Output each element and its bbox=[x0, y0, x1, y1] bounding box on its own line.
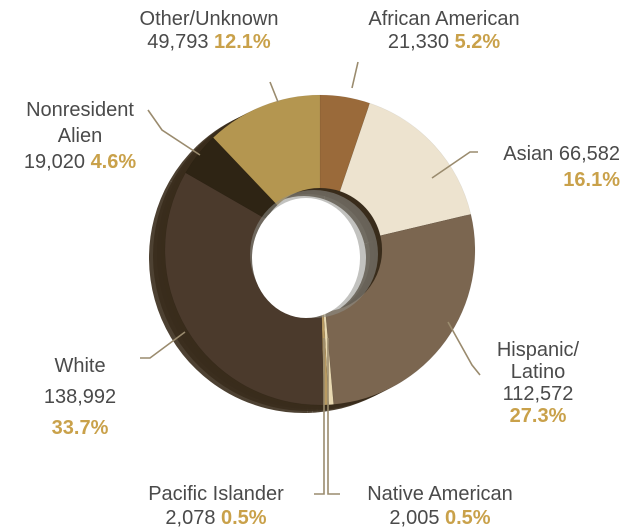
label-text: 2,078 bbox=[165, 507, 221, 529]
label-line: African American bbox=[368, 8, 519, 30]
leader-line bbox=[140, 331, 186, 359]
label-text: 49,793 bbox=[147, 31, 214, 53]
leader-line bbox=[351, 61, 359, 89]
label-line: Alien bbox=[58, 125, 102, 147]
label-text: 138,992 bbox=[44, 386, 116, 408]
label-line: 27.3% bbox=[510, 405, 567, 427]
slice-asian bbox=[339, 102, 472, 237]
donut-hole bbox=[252, 198, 360, 318]
label-line: 49,793 12.1% bbox=[147, 31, 271, 53]
label-text: Other/Unknown bbox=[140, 8, 279, 30]
label-percent: 0.5% bbox=[221, 507, 267, 529]
label-text: African American bbox=[368, 8, 519, 30]
label-text: Alien bbox=[58, 125, 102, 147]
label-asian-66-582: Asian 66,582 16.1% bbox=[503, 143, 620, 191]
label-line: 16.1% bbox=[563, 169, 620, 191]
label-percent: 4.6% bbox=[91, 151, 137, 173]
label-line: Hispanic/ bbox=[497, 339, 580, 361]
label-line: Nonresident bbox=[26, 99, 134, 121]
label-percent: 0.5% bbox=[445, 507, 491, 529]
label-line: Latino bbox=[511, 361, 566, 383]
label-text: White bbox=[54, 355, 105, 377]
label-text: Nonresident bbox=[26, 99, 134, 121]
leader-line bbox=[269, 81, 279, 103]
label-line: 33.7% bbox=[52, 417, 109, 439]
label-line: 21,330 5.2% bbox=[388, 31, 501, 53]
label-text: Latino bbox=[511, 361, 566, 383]
leader-line bbox=[431, 151, 478, 179]
label-text: Pacific Islander bbox=[148, 483, 284, 505]
label-percent: 27.3% bbox=[510, 405, 567, 427]
leader-line bbox=[447, 321, 481, 376]
slice-hispanic-latino bbox=[325, 213, 476, 405]
label-line: Native American bbox=[367, 483, 513, 505]
label-percent: 16.1% bbox=[563, 169, 620, 191]
label-text: 21,330 bbox=[388, 31, 455, 53]
label-white: White 138,992 33.7% bbox=[44, 355, 116, 439]
leader-line bbox=[147, 109, 201, 156]
label-line: Other/Unknown bbox=[140, 8, 279, 30]
label-line: 138,992 bbox=[44, 386, 116, 408]
label-line: White bbox=[54, 355, 105, 377]
donut-slices bbox=[164, 94, 476, 406]
leader-line bbox=[314, 338, 325, 495]
label-percent: 5.2% bbox=[455, 31, 501, 53]
label-text: Asian 66,582 bbox=[503, 143, 620, 165]
label-line: Asian 66,582 bbox=[503, 143, 620, 165]
label-text: 19,020 bbox=[24, 151, 91, 173]
label-percent: 12.1% bbox=[214, 31, 271, 53]
label-text: Native American bbox=[367, 483, 513, 505]
label-line: 112,572 bbox=[503, 383, 574, 405]
label-line: 19,020 4.6% bbox=[24, 151, 137, 173]
label-nonresident: Nonresident Alien 19,020 4.6% bbox=[24, 99, 137, 173]
label-text: 2,005 bbox=[389, 507, 445, 529]
label-line: Pacific Islander bbox=[148, 483, 284, 505]
label-percent: 33.7% bbox=[52, 417, 109, 439]
slice-african-american bbox=[319, 94, 371, 192]
label-text: Hispanic/ bbox=[497, 339, 580, 361]
label-text: 112,572 bbox=[503, 383, 574, 405]
leader-line bbox=[327, 338, 340, 495]
leader-lines bbox=[140, 61, 481, 495]
label-line: 2,005 0.5% bbox=[389, 507, 490, 529]
label-line: 2,078 0.5% bbox=[165, 507, 266, 529]
